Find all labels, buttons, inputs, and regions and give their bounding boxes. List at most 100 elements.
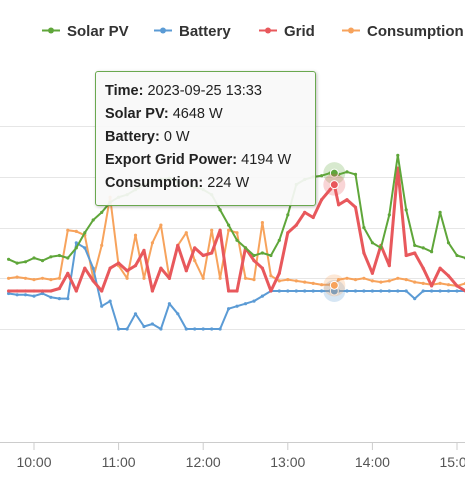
data-point bbox=[32, 256, 36, 260]
data-point bbox=[7, 291, 11, 296]
data-point bbox=[277, 238, 281, 242]
tooltip-solar-row: Solar PV: 4648 W bbox=[105, 103, 306, 126]
data-point bbox=[91, 279, 95, 283]
data-point bbox=[235, 238, 239, 242]
data-point bbox=[91, 266, 95, 270]
data-point bbox=[125, 276, 129, 280]
data-point bbox=[235, 304, 239, 308]
data-point bbox=[218, 327, 222, 331]
data-point bbox=[159, 327, 163, 331]
tooltip-consumption-value: 224 W bbox=[207, 175, 250, 191]
data-point bbox=[83, 266, 87, 270]
data-point bbox=[125, 327, 129, 331]
data-point bbox=[294, 279, 298, 283]
data-point bbox=[15, 293, 19, 297]
tooltip-export-value: 4194 W bbox=[241, 152, 292, 168]
series-grid bbox=[7, 166, 465, 293]
data-point bbox=[277, 289, 281, 293]
legend-item-battery[interactable]: Battery bbox=[154, 23, 231, 40]
legend-marker bbox=[160, 27, 166, 34]
data-point bbox=[370, 241, 374, 245]
x-tick-label: 15:00 bbox=[439, 454, 465, 470]
data-point bbox=[7, 276, 11, 280]
data-point bbox=[404, 278, 408, 282]
data-point bbox=[23, 276, 28, 280]
data-point bbox=[303, 210, 307, 214]
data-point bbox=[320, 289, 324, 293]
data-point bbox=[32, 289, 36, 293]
data-point bbox=[345, 170, 349, 174]
data-point bbox=[142, 276, 146, 280]
data-point bbox=[387, 264, 391, 268]
data-point bbox=[108, 266, 112, 270]
data-point bbox=[337, 278, 341, 282]
data-point bbox=[100, 243, 104, 247]
data-point bbox=[218, 276, 222, 280]
legend-label: Consumption bbox=[367, 23, 464, 40]
data-point bbox=[83, 246, 87, 250]
data-point bbox=[396, 153, 400, 157]
tooltip-battery-label: Battery: bbox=[105, 129, 160, 145]
data-point bbox=[142, 248, 146, 252]
data-point bbox=[286, 278, 290, 282]
data-point bbox=[286, 289, 290, 293]
data-point bbox=[421, 246, 425, 250]
data-point bbox=[379, 246, 383, 250]
data-point bbox=[430, 289, 434, 293]
data-point bbox=[150, 322, 154, 326]
data-point bbox=[201, 327, 205, 331]
data-point bbox=[235, 289, 239, 293]
data-point bbox=[125, 269, 129, 273]
data-point bbox=[40, 276, 45, 280]
data-point bbox=[413, 297, 417, 301]
data-point bbox=[15, 289, 19, 293]
data-point bbox=[49, 289, 53, 293]
legend-item-consumption[interactable]: Consumption bbox=[342, 23, 464, 40]
data-point bbox=[227, 289, 231, 293]
tooltip-solar-label: Solar PV: bbox=[105, 106, 169, 122]
data-point bbox=[193, 259, 197, 263]
tooltip-time-label: Time: bbox=[105, 83, 144, 99]
data-point bbox=[328, 188, 332, 192]
data-point bbox=[320, 174, 324, 178]
data-point bbox=[176, 312, 180, 316]
data-point bbox=[286, 213, 290, 217]
data-point bbox=[370, 271, 374, 275]
tooltip-export-row: Export Grid Power: 4194 W bbox=[105, 149, 306, 172]
data-point bbox=[396, 289, 400, 293]
data-point bbox=[243, 302, 248, 306]
data-point bbox=[303, 289, 307, 293]
data-point bbox=[260, 266, 264, 270]
data-point bbox=[74, 241, 78, 245]
data-point bbox=[83, 231, 87, 235]
tooltip-consumption-label: Consumption: bbox=[105, 175, 204, 191]
tooltip-export-label: Export Grid Power: bbox=[105, 152, 238, 168]
series-group bbox=[7, 153, 465, 331]
data-point bbox=[404, 208, 408, 212]
data-point bbox=[252, 278, 256, 282]
data-point bbox=[286, 231, 290, 235]
legend-item-grid[interactable]: Grid bbox=[259, 23, 315, 40]
legend-marker bbox=[265, 27, 271, 34]
data-point bbox=[370, 289, 374, 293]
data-point bbox=[294, 289, 298, 293]
data-point bbox=[269, 274, 273, 278]
data-point bbox=[303, 280, 307, 284]
data-point bbox=[269, 289, 273, 293]
data-point bbox=[353, 172, 358, 176]
data-point bbox=[74, 289, 78, 293]
data-point bbox=[193, 246, 197, 250]
data-point bbox=[218, 228, 222, 232]
legend-item-solar-pv[interactable]: Solar PV bbox=[42, 23, 129, 40]
data-point bbox=[370, 279, 374, 283]
data-point bbox=[32, 294, 36, 298]
x-tick-label: 11:00 bbox=[102, 454, 136, 470]
data-point bbox=[413, 243, 417, 247]
data-point bbox=[210, 327, 214, 331]
data-point bbox=[100, 289, 104, 293]
hover-point-solar-pv bbox=[329, 168, 339, 178]
hover-markers bbox=[323, 162, 346, 302]
data-point bbox=[184, 269, 188, 273]
tooltip-consumption-row: Consumption: 224 W bbox=[105, 172, 306, 195]
series-line-grid bbox=[8, 166, 465, 293]
